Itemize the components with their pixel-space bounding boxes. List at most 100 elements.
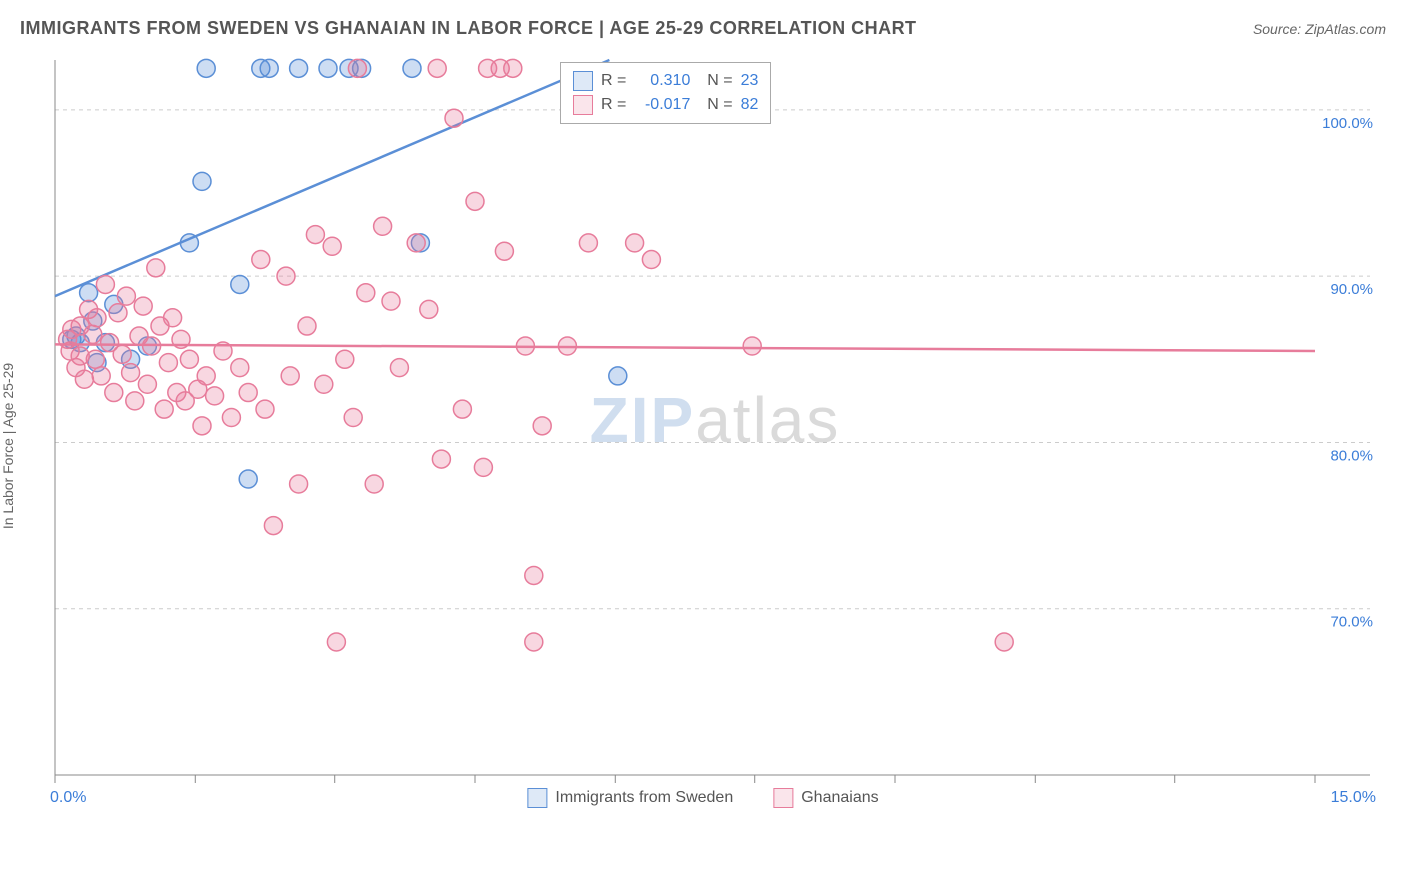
- data-point: [122, 364, 140, 382]
- data-point: [75, 370, 93, 388]
- data-point: [92, 367, 110, 385]
- y-tick-label: 90.0%: [1330, 281, 1373, 298]
- data-point: [109, 304, 127, 322]
- series-swatch: [573, 71, 593, 91]
- data-point: [495, 242, 513, 260]
- data-point: [382, 292, 400, 310]
- scatter-plot: 70.0%80.0%90.0%100.0%: [45, 55, 1385, 815]
- data-point: [466, 192, 484, 210]
- data-point: [558, 337, 576, 355]
- legend-label: Ghanaians: [801, 789, 878, 807]
- data-point: [290, 59, 308, 77]
- data-point: [134, 297, 152, 315]
- data-point: [88, 309, 106, 327]
- data-point: [432, 450, 450, 468]
- legend-center: Immigrants from Sweden Ghanaians: [527, 788, 878, 808]
- data-point: [197, 59, 215, 77]
- data-point: [525, 633, 543, 651]
- data-point: [407, 234, 425, 252]
- bottom-legend: 0.0% Immigrants from SwedenGhanaians 15.…: [0, 789, 1406, 807]
- data-point: [193, 172, 211, 190]
- n-value: 82: [741, 93, 759, 117]
- data-point: [743, 337, 761, 355]
- correlation-box: R = 0.310 N = 23R = -0.017 N = 82: [560, 62, 771, 124]
- data-point: [336, 350, 354, 368]
- data-point: [323, 237, 341, 255]
- data-point: [239, 384, 257, 402]
- data-point: [231, 359, 249, 377]
- x-max-label: 15.0%: [1331, 789, 1376, 807]
- data-point: [180, 234, 198, 252]
- data-point: [626, 234, 644, 252]
- data-point: [180, 350, 198, 368]
- data-point: [252, 251, 270, 269]
- data-point: [96, 275, 114, 293]
- n-label: N =: [698, 69, 732, 93]
- data-point: [344, 409, 362, 427]
- data-point: [609, 367, 627, 385]
- data-point: [197, 367, 215, 385]
- data-point: [126, 392, 144, 410]
- data-point: [172, 330, 190, 348]
- data-point: [642, 251, 660, 269]
- legend-item: Ghanaians: [773, 788, 878, 808]
- data-point: [327, 633, 345, 651]
- data-point: [113, 345, 131, 363]
- data-point: [453, 400, 471, 418]
- data-point: [239, 470, 257, 488]
- data-point: [260, 59, 278, 77]
- series-swatch: [573, 95, 593, 115]
- data-point: [995, 633, 1013, 651]
- data-point: [117, 287, 135, 305]
- data-point: [80, 284, 98, 302]
- n-value: 23: [741, 69, 759, 93]
- data-point: [164, 309, 182, 327]
- n-label: N =: [698, 93, 732, 117]
- data-point: [86, 350, 104, 368]
- data-point: [206, 387, 224, 405]
- data-point: [105, 384, 123, 402]
- r-label: R =: [601, 69, 626, 93]
- data-point: [281, 367, 299, 385]
- plot-area: 70.0%80.0%90.0%100.0% ZIPatlas: [45, 55, 1385, 815]
- chart-title: IMMIGRANTS FROM SWEDEN VS GHANAIAN IN LA…: [20, 18, 917, 39]
- data-point: [222, 409, 240, 427]
- data-point: [84, 325, 102, 343]
- data-point: [315, 375, 333, 393]
- data-point: [256, 400, 274, 418]
- r-value: 0.310: [634, 69, 690, 93]
- data-point: [525, 566, 543, 584]
- data-point: [159, 354, 177, 372]
- source-label: Source: ZipAtlas.com: [1253, 21, 1386, 37]
- correlation-row: R = 0.310 N = 23: [573, 69, 758, 93]
- data-point: [579, 234, 597, 252]
- data-point: [365, 475, 383, 493]
- data-point: [138, 375, 156, 393]
- data-point: [277, 267, 295, 285]
- r-value: -0.017: [634, 93, 690, 117]
- data-point: [155, 400, 173, 418]
- data-point: [516, 337, 534, 355]
- legend-item: Immigrants from Sweden: [527, 788, 733, 808]
- y-tick-label: 80.0%: [1330, 447, 1373, 464]
- trend-line: [55, 344, 1315, 351]
- data-point: [403, 59, 421, 77]
- legend-label: Immigrants from Sweden: [555, 789, 733, 807]
- data-point: [306, 226, 324, 244]
- data-point: [298, 317, 316, 335]
- data-point: [231, 275, 249, 293]
- data-point: [428, 59, 446, 77]
- y-axis-label: In Labor Force | Age 25-29: [0, 363, 16, 529]
- data-point: [504, 59, 522, 77]
- trend-line: [55, 60, 609, 296]
- data-point: [264, 517, 282, 535]
- data-point: [290, 475, 308, 493]
- data-point: [319, 59, 337, 77]
- data-point: [147, 259, 165, 277]
- data-point: [420, 300, 438, 318]
- data-point: [533, 417, 551, 435]
- data-point: [474, 458, 492, 476]
- data-point: [193, 417, 211, 435]
- y-tick-label: 100.0%: [1322, 115, 1373, 132]
- correlation-row: R = -0.017 N = 82: [573, 93, 758, 117]
